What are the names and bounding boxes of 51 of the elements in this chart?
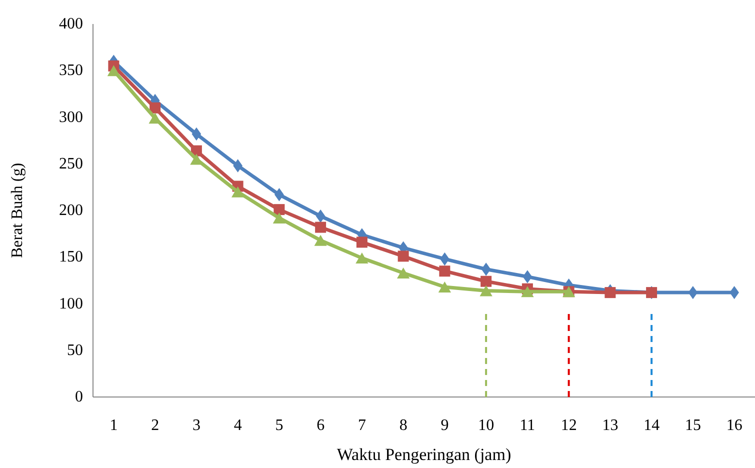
point [314,234,327,246]
y-tick-label: 350 [59,62,83,80]
x-tick-label: 3 [192,417,200,434]
point [481,262,491,276]
x-tick-label: 2 [151,417,160,434]
point [274,188,284,202]
point [274,204,285,216]
x-tick-label: 13 [602,417,618,434]
point [272,212,286,224]
x-tick-label: 10 [478,417,494,434]
point [356,252,368,264]
x-axis-title: Waktu Pengeringan (jam) [336,445,512,464]
point [604,287,616,298]
point [521,286,534,298]
point [396,267,410,278]
x-tick-label: 11 [520,417,536,434]
x-tick-label: 7 [358,417,366,434]
y-tick-label: 300 [59,108,83,126]
point [398,250,409,262]
x-tick-label: 8 [399,417,408,434]
point [231,186,244,198]
x-tick-label: 15 [684,417,701,434]
point [438,281,452,292]
y-tick-label: 50 [67,342,83,359]
y-tick-label: 200 [59,202,83,219]
y-tick-label: 400 [59,16,83,32]
point [688,286,698,300]
point [107,65,120,76]
y-tick-label: 250 [59,155,83,172]
x-tick-label: 6 [316,417,325,434]
point [480,285,492,296]
y-tick-label: 100 [59,295,83,312]
point [316,209,326,223]
y-tick-label: 150 [59,248,83,266]
x-tick-label: 9 [440,417,449,434]
point [439,266,450,277]
x-tick-label: 16 [726,417,742,434]
y-axis-title: Berat Buah (g) [9,162,26,258]
point [192,127,202,141]
y-tick-label: 0 [75,388,83,406]
point [480,276,492,287]
x-tick-label: 5 [275,417,284,434]
point [315,222,326,233]
point [233,159,242,172]
point [150,102,161,114]
point [356,236,368,248]
x-tick-label: 12 [560,417,577,434]
x-tick-label: 14 [644,417,660,434]
x-tick-label: 1 [110,417,118,434]
x-tick-label: 4 [234,417,242,434]
point [522,270,532,284]
